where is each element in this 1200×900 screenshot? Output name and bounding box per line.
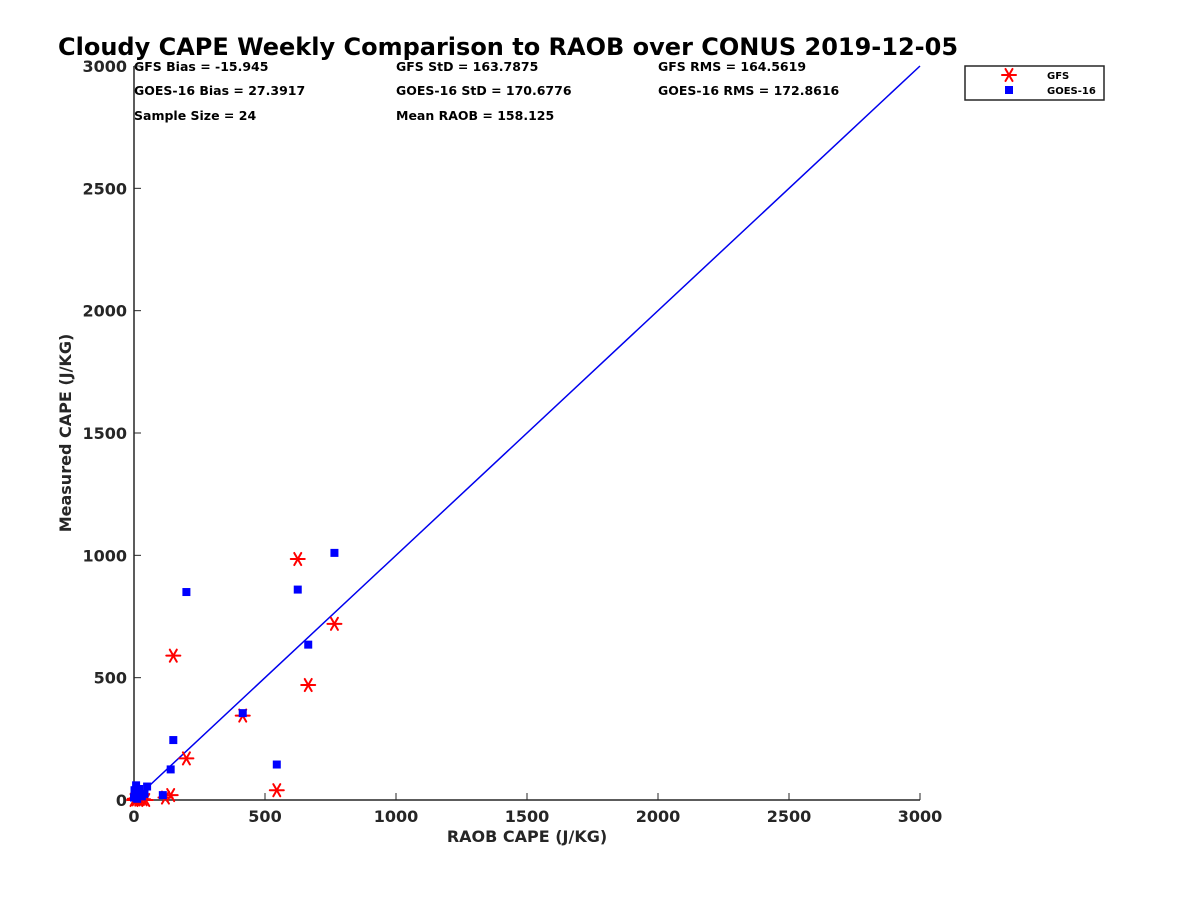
x-tick-label: 2000 (636, 807, 681, 826)
y-tick-label: 2000 (82, 302, 127, 321)
legend-goes16-label: GOES-16 (1047, 86, 1096, 97)
x-tick-label: 3000 (898, 807, 943, 826)
gfs-point (178, 751, 195, 766)
legend: GFS GOES-16 (964, 65, 1105, 101)
legend-gfs-asterisk (1001, 67, 1017, 83)
stat-gfs-std: GFS StD = 163.7875 (396, 59, 538, 74)
goes16-point (272, 760, 281, 769)
goes16-point (158, 791, 167, 800)
x-ticks: 0 500 1000 1500 2000 2500 3000 (128, 793, 942, 826)
goes16-point (293, 585, 302, 594)
series-layer (126, 548, 343, 808)
y-tick-label: 3000 (82, 57, 127, 76)
y-tick-label: 500 (94, 669, 127, 688)
stat-goes16-rms: GOES-16 RMS = 172.8616 (658, 83, 840, 98)
legend-goes16-marker (1005, 86, 1013, 94)
legend-box (964, 65, 1105, 101)
goes16-point (143, 782, 152, 791)
y-tick-label: 2500 (82, 179, 127, 198)
y-tick-label: 1000 (82, 546, 127, 565)
y-tick-label: 0 (116, 791, 127, 810)
gfs-point (268, 783, 285, 798)
goes16-point (135, 784, 144, 793)
stat-goes16-bias: GOES-16 Bias = 27.3917 (134, 83, 305, 98)
stat-goes16-std: GOES-16 StD = 170.6776 (396, 83, 572, 98)
goes16-point (133, 794, 142, 803)
gfs-point (300, 677, 317, 693)
goes16-point (330, 548, 339, 557)
goes16-point (304, 640, 313, 649)
chart-title: Cloudy CAPE Weekly Comparison to RAOB ov… (58, 33, 958, 61)
gfs-point (326, 616, 343, 631)
gfs-point (165, 648, 182, 663)
stat-mean-raob: Mean RAOB = 158.125 (396, 108, 554, 123)
x-tick-label: 0 (128, 807, 139, 826)
legend-gfs-label: GFS (1047, 71, 1069, 82)
stat-sample-size: Sample Size = 24 (134, 108, 256, 123)
y-tick-label: 1500 (82, 424, 127, 443)
goes16-point (169, 736, 178, 745)
y-ticks: 0 500 1000 1500 2000 2500 3000 (82, 57, 141, 810)
one-to-one-line (133, 65, 921, 801)
goes16-point (166, 765, 175, 774)
x-tick-label: 1500 (505, 807, 550, 826)
stats-block: GFS Bias = -15.945 GFS StD = 163.7875 GF… (134, 59, 840, 123)
goes16-point (182, 588, 191, 597)
goes16-point (238, 709, 247, 718)
gfs-point (289, 551, 306, 567)
x-tick-label: 500 (248, 807, 281, 826)
goes16-point (140, 789, 149, 798)
y-axis-label: Measured CAPE (J/KG) (56, 334, 75, 533)
x-tick-label: 2500 (767, 807, 812, 826)
x-tick-label: 1000 (374, 807, 419, 826)
stat-gfs-rms: GFS RMS = 164.5619 (658, 59, 806, 74)
reference-line-layer (133, 65, 921, 801)
stat-gfs-bias: GFS Bias = -15.945 (134, 59, 268, 74)
x-axis-label: RAOB CAPE (J/KG) (447, 827, 607, 846)
legend-gfs-marker (1001, 67, 1017, 83)
